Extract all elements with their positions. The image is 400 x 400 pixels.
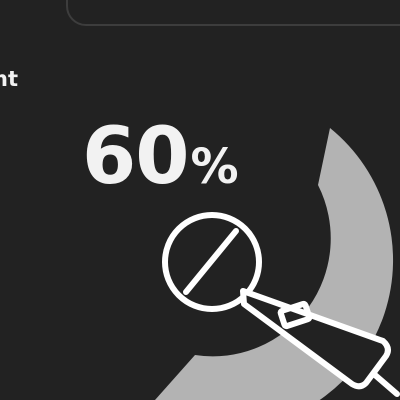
top-card xyxy=(66,0,400,26)
level-percent-value: 60 xyxy=(82,112,190,202)
section-title-fragment: nt xyxy=(0,67,18,91)
level-percent-unit: % xyxy=(190,139,239,195)
microphone-icon xyxy=(162,212,400,397)
level-percent-readout: 60% xyxy=(82,118,239,196)
